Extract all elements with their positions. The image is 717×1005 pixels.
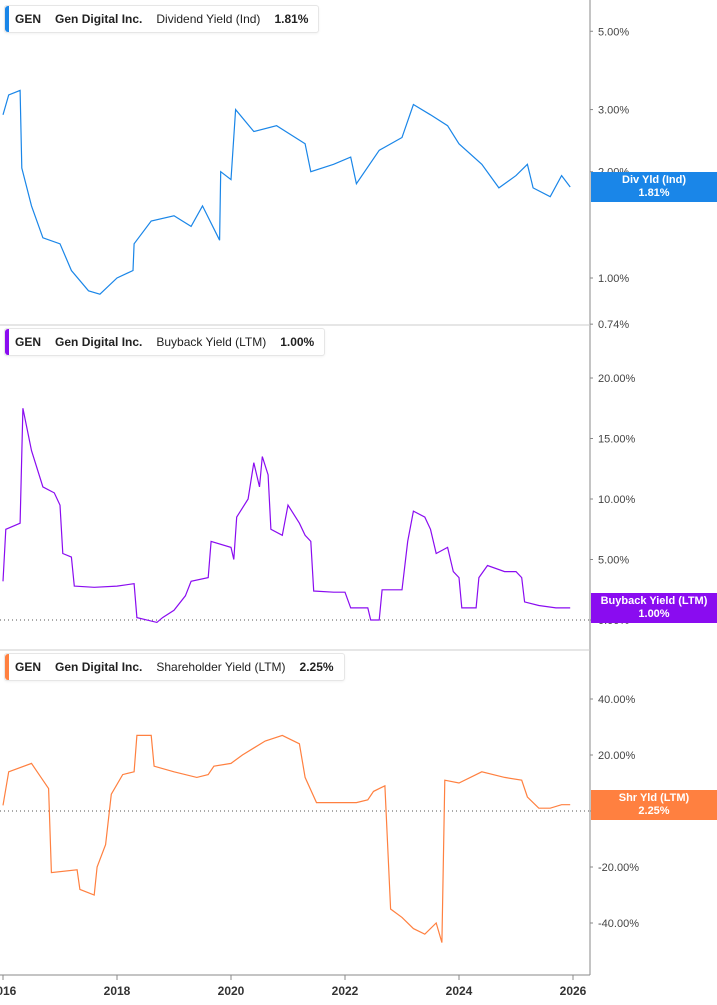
- badge-label: Div Yld (Ind): [622, 174, 686, 186]
- legend-shareholder-yield: GEN Gen Digital Inc. Shareholder Yield (…: [4, 653, 345, 681]
- y-tick-label: -40.00%: [598, 918, 639, 930]
- series-line-1: [2, 89, 571, 295]
- legend-company: Gen Digital Inc.: [55, 335, 143, 349]
- y-tick-label: 0.74%: [598, 319, 629, 331]
- badge-label: Buyback Yield (LTM): [600, 595, 708, 607]
- x-tick-label: 2024: [446, 984, 473, 998]
- x-tick-label: 2022: [332, 984, 359, 998]
- y-tick-label: 15.00%: [598, 434, 636, 446]
- x-tick-label: 2026: [560, 984, 587, 998]
- legend-company: Gen Digital Inc.: [55, 660, 143, 674]
- x-tick-label: 2016: [0, 984, 17, 998]
- x-tick-label: 2020: [218, 984, 245, 998]
- current-value-badge-buyback: Buyback Yield (LTM) 1.00%: [591, 593, 717, 623]
- y-tick-label: 20.00%: [598, 373, 636, 385]
- series-line-3: [2, 734, 571, 943]
- legend-metric: Dividend Yield (Ind): [156, 12, 261, 26]
- legend-value: 1.81%: [274, 12, 309, 26]
- legend-ticker: GEN: [15, 335, 42, 349]
- legend-color-bar: [5, 329, 9, 355]
- series-line-2: [2, 408, 571, 624]
- current-value-badge-dividend: Div Yld (Ind) 1.81%: [591, 172, 717, 202]
- legend-value: 1.00%: [280, 335, 315, 349]
- legend-ticker: GEN: [15, 12, 42, 26]
- legend-color-bar: [5, 6, 9, 32]
- legend-buyback-yield: GEN Gen Digital Inc. Buyback Yield (LTM)…: [4, 328, 326, 356]
- x-tick-label: 2018: [104, 984, 131, 998]
- legend-value: 2.25%: [299, 660, 334, 674]
- badge-value: 2.25%: [638, 805, 670, 817]
- y-tick-label: 40.00%: [598, 694, 636, 706]
- legend-metric: Buyback Yield (LTM): [156, 335, 267, 349]
- y-tick-label: 5.00%: [598, 26, 629, 38]
- y-tick-label: 5.00%: [598, 555, 629, 567]
- y-tick-label: 20.00%: [598, 750, 636, 762]
- legend-metric: Shareholder Yield (LTM): [156, 660, 286, 674]
- current-value-badge-shareholder: Shr Yld (LTM) 2.25%: [591, 790, 717, 820]
- y-tick-label: -20.00%: [598, 862, 639, 874]
- legend-color-bar: [5, 654, 9, 680]
- badge-value: 1.00%: [638, 608, 670, 620]
- legend-company: Gen Digital Inc.: [55, 12, 143, 26]
- badge-value: 1.81%: [638, 187, 670, 199]
- legend-dividend-yield: GEN Gen Digital Inc. Dividend Yield (Ind…: [4, 5, 320, 33]
- legend-ticker: GEN: [15, 660, 42, 674]
- y-tick-label: 1.00%: [598, 273, 629, 285]
- y-tick-label: 10.00%: [598, 494, 636, 506]
- y-tick-label: 3.00%: [598, 105, 629, 117]
- badge-label: Shr Yld (LTM): [618, 792, 690, 804]
